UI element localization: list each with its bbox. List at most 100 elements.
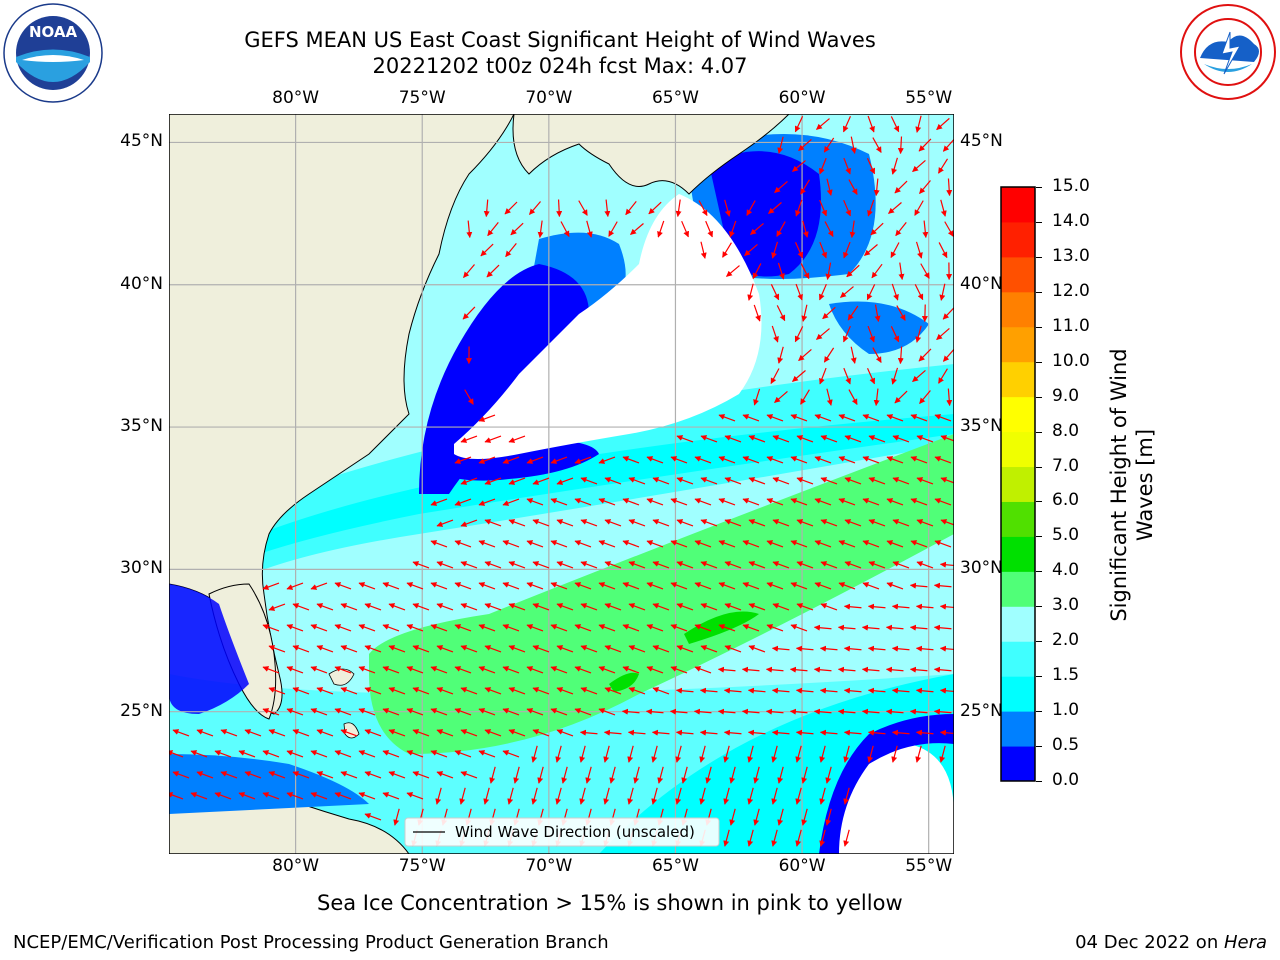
wind-arrow bbox=[705, 220, 713, 238]
wind-arrow bbox=[744, 243, 758, 257]
wind-arrow bbox=[262, 666, 280, 674]
wind-arrow bbox=[574, 498, 592, 506]
wind-arrow bbox=[895, 221, 907, 237]
wind-arrow bbox=[872, 347, 882, 363]
wind-arrow bbox=[628, 603, 646, 611]
wind-arrow bbox=[698, 200, 708, 217]
wind-arrow bbox=[628, 561, 646, 569]
wind-arrow bbox=[670, 624, 688, 632]
wind-arrow bbox=[777, 136, 784, 154]
wind-arrow bbox=[819, 829, 826, 847]
wind-arrow bbox=[310, 666, 328, 674]
wind-arrow bbox=[412, 771, 430, 779]
colorbar-tick-label: 7.0 bbox=[1052, 455, 1080, 476]
wind-arrow bbox=[747, 729, 766, 736]
wind-arrow bbox=[718, 540, 736, 548]
colorbar-tick-label: 5.0 bbox=[1052, 525, 1080, 546]
wind-arrow bbox=[912, 369, 926, 383]
wind-arrow bbox=[585, 766, 592, 784]
wind-arrow bbox=[633, 766, 640, 784]
wind-arrow bbox=[574, 708, 592, 716]
wind-arrow bbox=[580, 645, 598, 653]
wind-arrow bbox=[459, 787, 466, 805]
wind-arrow bbox=[604, 603, 622, 611]
wind-arrow bbox=[652, 603, 670, 611]
wind-arrow bbox=[915, 745, 922, 763]
wind-arrow bbox=[556, 687, 574, 695]
wind-arrow bbox=[412, 687, 430, 695]
wind-arrow bbox=[579, 745, 586, 763]
wind-arrow bbox=[507, 787, 514, 805]
wind-arrow bbox=[604, 477, 622, 485]
wind-arrow bbox=[771, 787, 778, 805]
wind-arrow bbox=[435, 787, 442, 805]
wind-arrow bbox=[598, 582, 616, 590]
wind-arrow bbox=[406, 792, 424, 800]
wind-arrow bbox=[801, 766, 808, 784]
wind-arrow bbox=[944, 221, 954, 237]
canada-maritimes bbox=[512, 114, 790, 195]
wind-arrow bbox=[867, 115, 875, 133]
wind-arrow bbox=[748, 477, 766, 485]
wind-arrow bbox=[454, 456, 472, 464]
wind-arrow bbox=[742, 624, 760, 632]
colorbar-label-line2: Waves [m] bbox=[1133, 428, 1157, 542]
wind-arrow bbox=[746, 200, 756, 216]
wind-arrow bbox=[724, 645, 742, 653]
wind-arrow bbox=[915, 729, 934, 736]
wind-arrow bbox=[196, 771, 214, 779]
wind-arrow bbox=[406, 708, 424, 716]
wind-arrow bbox=[909, 666, 928, 673]
wind-arrow bbox=[765, 666, 784, 673]
wind-arrow bbox=[622, 456, 640, 464]
wind-arrow bbox=[842, 115, 852, 133]
wind-arrow bbox=[700, 561, 718, 569]
wind-arrow bbox=[220, 771, 238, 779]
wind-arrow bbox=[915, 687, 934, 694]
wind-arrow bbox=[940, 435, 954, 442]
wind-arrow bbox=[868, 561, 886, 569]
wind-arrow bbox=[484, 435, 502, 443]
wind-arrow bbox=[723, 729, 742, 736]
lon-tick-bottom: 55°W bbox=[905, 856, 953, 876]
wind-arrow bbox=[729, 220, 737, 238]
wind-arrow bbox=[550, 582, 568, 590]
wind-arrow bbox=[795, 829, 802, 847]
wind-arrow bbox=[718, 624, 736, 632]
colorbar-tick-label: 0.5 bbox=[1052, 735, 1080, 756]
wind-arrow bbox=[766, 414, 784, 422]
wind-arrow bbox=[460, 519, 478, 527]
colorbar-tick-label: 13.0 bbox=[1052, 245, 1090, 266]
wind-arrow bbox=[532, 687, 550, 695]
wind-arrow bbox=[560, 221, 570, 238]
wind-arrow bbox=[460, 603, 478, 611]
wind-arrow bbox=[747, 829, 754, 847]
wind-arrow bbox=[898, 262, 905, 281]
wind-arrow bbox=[430, 666, 448, 674]
wind-arrow bbox=[790, 456, 808, 464]
wind-arrow bbox=[933, 708, 952, 715]
wind-arrow bbox=[526, 708, 544, 716]
wind-arrow bbox=[292, 729, 310, 737]
wind-arrow bbox=[891, 603, 910, 610]
wind-arrow bbox=[890, 242, 900, 259]
wind-arrow bbox=[676, 561, 694, 569]
colorbar-bin bbox=[1001, 221, 1035, 258]
wind-arrow bbox=[777, 346, 784, 364]
wind-arrow bbox=[436, 687, 454, 695]
wind-arrow bbox=[936, 327, 950, 341]
wind-arrow bbox=[579, 787, 586, 805]
lon-tick-bottom: 60°W bbox=[778, 856, 826, 876]
wind-arrow bbox=[770, 368, 780, 385]
colorbar-tick-label: 2.0 bbox=[1052, 630, 1080, 651]
wind-arrow bbox=[244, 771, 262, 779]
colorbar-tick-label: 3.0 bbox=[1052, 595, 1080, 616]
wind-arrow bbox=[675, 687, 694, 694]
wind-arrow bbox=[513, 766, 520, 784]
wind-arrow bbox=[724, 477, 742, 485]
wind-arrow bbox=[574, 666, 592, 674]
wind-arrow bbox=[824, 221, 834, 238]
wind-arrow bbox=[718, 498, 736, 506]
wind-arrow bbox=[909, 624, 928, 631]
map-plot: Wind Wave Direction (unscaled) bbox=[169, 114, 954, 854]
